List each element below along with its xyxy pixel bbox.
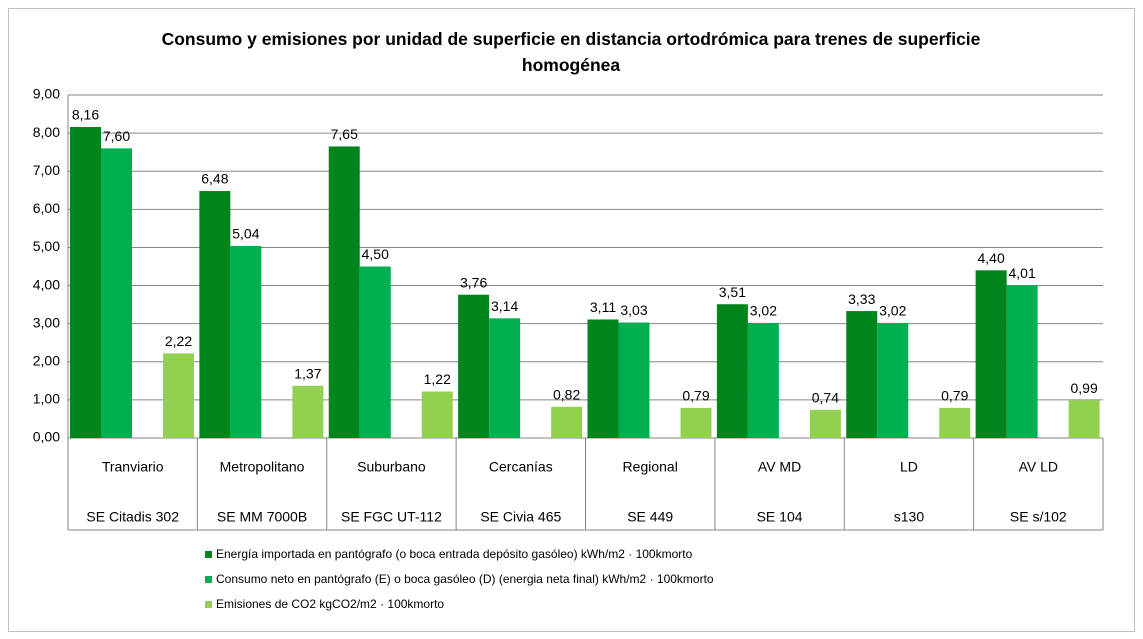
bar [939,407,971,438]
bar [421,391,453,438]
value-label: 0,79 [682,388,709,404]
value-label: 5,04 [232,226,259,242]
bar [716,304,748,438]
value-label: 1,22 [424,371,451,387]
value-label: 1,37 [294,365,321,381]
y-tick-label: 7,00 [33,162,60,178]
y-tick-label: 9,00 [33,86,60,102]
y-tick-label: 1,00 [33,391,60,407]
x-subcategory-label: s130 [894,509,925,525]
x-subcategory-label: SE Citadis 302 [86,509,179,525]
bar [489,318,521,438]
bar [458,294,490,438]
bar [747,322,779,438]
value-label: 0,79 [941,388,968,404]
bar [359,266,391,438]
x-subcategory-label: SE 104 [757,509,803,525]
bar [846,311,878,438]
value-label: 3,03 [620,302,647,318]
y-tick-label: 3,00 [33,314,60,330]
x-tick-label: AV LD [1019,459,1058,475]
bar [101,148,132,438]
y-tick-label: 6,00 [33,200,60,216]
value-label: 3,14 [491,298,518,314]
x-subcategory-label: SE FGC UT-112 [341,509,442,525]
value-label: 4,50 [362,246,389,262]
value-label: 3,51 [719,284,746,300]
bar [551,406,583,438]
x-tick-label: Cercanías [489,459,553,475]
bar [163,353,194,438]
legend-swatch [205,576,212,583]
value-label: 3,76 [460,274,487,290]
legend-label: Energía importada en pantógrafo (o boca … [216,547,693,561]
x-subcategory-label: SE Civia 465 [480,509,561,525]
bar [975,270,1007,438]
y-tick-label: 8,00 [33,124,60,140]
x-subcategory-label: SE 449 [627,509,673,525]
value-label: 2,22 [165,333,192,349]
legend-label: Consumo neto en pantógrafo (E) o boca ga… [216,572,714,586]
x-tick-label: LD [900,459,918,475]
bar [70,127,101,438]
bar [587,319,619,438]
x-tick-label: Regional [623,459,678,475]
x-tick-label: AV MD [758,459,801,475]
bar [877,322,909,438]
x-tick-label: Tranviario [102,459,164,475]
value-label: 8,16 [72,107,99,123]
value-label: 6,48 [201,171,228,187]
y-tick-label: 5,00 [33,238,60,254]
bar [809,409,841,438]
value-label: 4,40 [978,250,1005,266]
bar [328,146,360,438]
y-tick-label: 2,00 [33,352,60,368]
value-label: 3,11 [590,299,616,315]
bar [618,322,650,438]
bar [1006,285,1038,438]
bar [1068,400,1100,438]
bar [292,385,324,438]
value-label: 7,65 [331,126,358,142]
chart-border [8,8,1135,632]
bar [199,191,231,438]
x-tick-label: Suburbano [357,459,426,475]
bar [230,245,262,438]
value-label: 3,02 [750,303,777,319]
y-tick-label: 0,00 [33,429,60,445]
value-label: 3,02 [879,303,906,319]
value-label: 0,74 [812,390,839,406]
legend-swatch [205,601,212,608]
value-label: 0,99 [1071,380,1098,396]
x-tick-label: Metropolitano [220,459,305,475]
value-label: 4,01 [1009,265,1036,281]
legend-swatch [205,551,212,558]
bar [680,407,712,438]
value-label: 0,82 [553,386,580,402]
legend-label: Emisiones de CO2 kgCO2/m2 · 100kmorto [216,597,444,611]
value-label: 7,60 [103,128,130,144]
x-subcategory-label: SE MM 7000B [217,509,307,525]
value-label: 3,33 [848,291,875,307]
x-subcategory-label: SE s/102 [1010,509,1067,525]
y-tick-label: 4,00 [33,276,60,292]
chart-title: Consumo y emisiones por unidad de superf… [161,29,981,75]
